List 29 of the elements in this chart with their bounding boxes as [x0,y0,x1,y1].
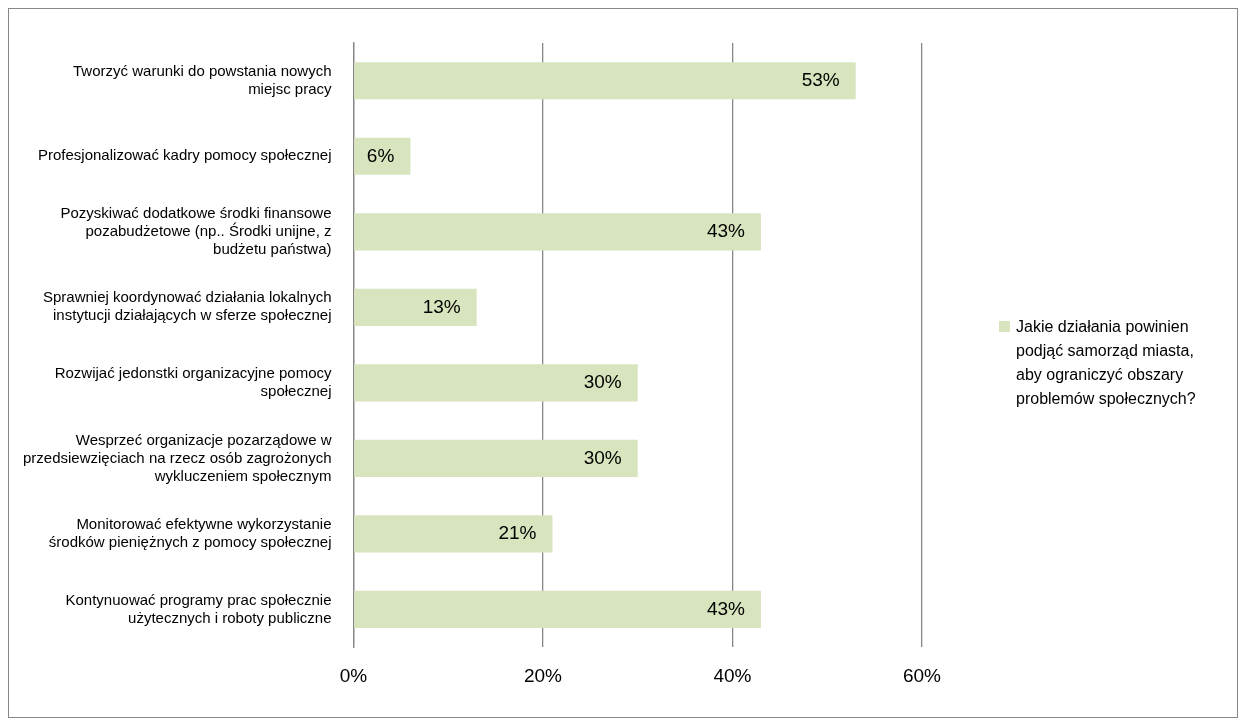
y-tick-label: Rozwijać jedonstki organizacyjne pomocy społecznej [54,363,332,399]
y-tick-label: Kontynuować programy prac społecznie użytecznych i roboty publiczne [65,590,332,626]
legend-label: Jakie działania powinien podjąć samorząd miasta, aby ograniczyć obszary problemów społecznych? [1016,317,1197,409]
x-tick-label: 20% [523,664,563,686]
data-label: 6% [366,144,395,166]
data-label: 43% [706,597,746,619]
data-label: 30% [583,446,622,468]
x-tick-label: 60% [902,664,942,686]
y-tick-label: Monitorować efektywne wykorzystanie środków pieniężnych z pomocy społecznej [48,514,332,550]
data-label: 13% [422,295,461,317]
bar [354,514,553,552]
bar [354,212,761,250]
bar [354,590,761,628]
y-tick-label: Pozyskiwać dodatkowe środki finansowe pozabudżetowe (np.. Środki unijne, z budżetu państwa) [60,203,332,257]
data-label: 21% [498,521,537,543]
y-tick-label: Profesjonalizować kadry pomocy społecznej [38,145,332,163]
data-label: 43% [706,219,746,241]
data-label: 30% [583,370,622,392]
x-tick-label: 0% [339,664,368,686]
y-tick-label: Tworzyć warunki do powstania nowych miejsc pracy [73,61,332,97]
x-tick-label: 40% [713,664,752,686]
bar [354,137,411,175]
y-tick-label: Sprawniej koordynować działania lokalnych instytucji działających w sferze społecznej [42,287,332,323]
y-tick-label: Wesprzeć organizacje pozarządowe w przedsiewzięciach na rzecz osób zagrożonych wykluczeniem społecznym [22,430,332,484]
data-label: 53% [801,68,840,90]
bar [354,439,638,477]
bar [354,363,638,401]
bar [354,61,856,99]
bar [354,288,477,326]
